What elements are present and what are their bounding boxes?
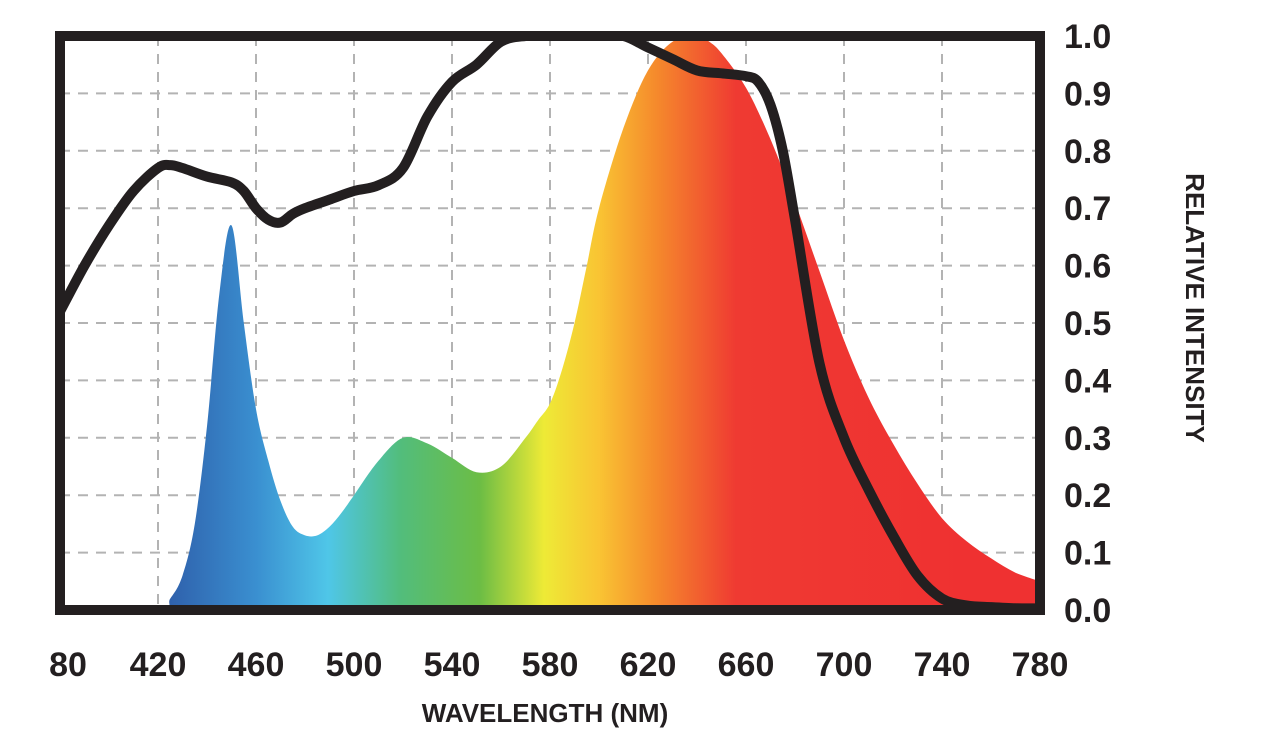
y-tick-label: 0.9 xyxy=(1064,75,1111,113)
y-tick-label: 0.8 xyxy=(1064,133,1111,171)
x-tick-label: 420 xyxy=(130,646,187,684)
spectrum-area-series xyxy=(60,36,1040,610)
y-tick-label: 0.4 xyxy=(1064,362,1111,400)
x-tick-label: 500 xyxy=(326,646,383,684)
y-tick-label: 0.5 xyxy=(1064,305,1111,343)
x-tick-label: 740 xyxy=(914,646,971,684)
plot-frame xyxy=(55,31,1045,615)
x-tick-label: 80 xyxy=(49,646,87,684)
x-tick-label: 540 xyxy=(424,646,481,684)
y-tick-label: 0.0 xyxy=(1064,592,1111,630)
y-tick-label: 0.1 xyxy=(1064,535,1111,573)
x-tick-label: 780 xyxy=(1012,646,1069,684)
x-axis-title: WAVELENGTH (NM) xyxy=(422,698,669,728)
y-tick-label: 0.7 xyxy=(1064,190,1111,228)
y-tick-label: 0.6 xyxy=(1064,248,1111,286)
y-tick-label: 0.2 xyxy=(1064,477,1111,515)
y-tick-label: 1.0 xyxy=(1064,18,1111,56)
x-tick-label: 660 xyxy=(718,646,775,684)
x-tick-label: 460 xyxy=(228,646,285,684)
response-line-series xyxy=(60,36,1040,610)
y-tick-label: 0.3 xyxy=(1064,420,1111,458)
x-tick-label: 700 xyxy=(816,646,873,684)
x-tick-label: 620 xyxy=(620,646,677,684)
x-tick-label: 580 xyxy=(522,646,579,684)
y-axis-title: RELATIVE INTENSITY xyxy=(1180,173,1210,443)
